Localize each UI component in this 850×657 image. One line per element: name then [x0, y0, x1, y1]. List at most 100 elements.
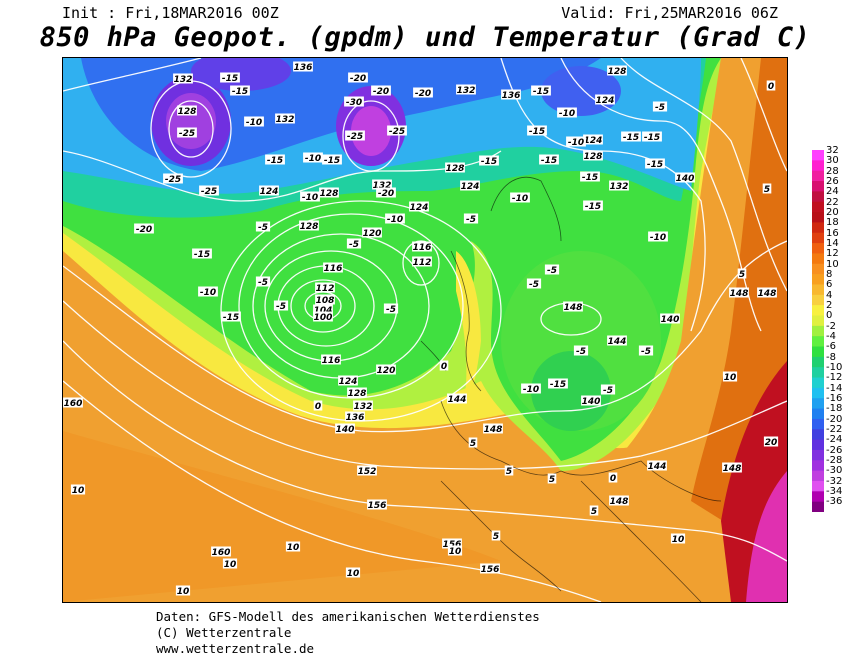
temperature-label: -10: [246, 118, 262, 128]
temperature-label-box: [580, 171, 600, 182]
geopotential-label-box: [315, 282, 335, 293]
geopotential-label: 116: [322, 356, 341, 366]
legend-value: 0: [826, 310, 833, 322]
geopotential-label-box: [299, 220, 319, 231]
temperature-label-box: [255, 276, 271, 287]
temperature-label: -15: [541, 156, 557, 166]
geopotential-label-box: [376, 364, 396, 375]
geopotential-label: 116: [324, 264, 343, 274]
legend-value: -22: [826, 423, 843, 435]
temperature-label: 20: [765, 438, 778, 448]
temperature-label: -20: [415, 89, 431, 99]
legend-value: 10: [826, 258, 839, 270]
geopotential-label-box: [480, 563, 500, 574]
temperature-label: -15: [481, 157, 497, 167]
temperature-label: 5: [470, 439, 476, 449]
temperature-label: 5: [493, 532, 499, 542]
geopotential-label: 104: [314, 306, 333, 316]
geopotential-label: 132: [174, 75, 193, 85]
temperature-label: -10: [559, 109, 575, 119]
legend-labels: 32 30 28 26 24 22 20 18 16 14 12 10 8 6 4 2 0 -2 -4 -6 -8 -10…: [826, 145, 843, 507]
geopotential-label-box: [563, 301, 583, 312]
temperature-label: -5: [386, 305, 396, 315]
temperature-label: 10: [287, 543, 300, 553]
temperature-label-box: [230, 85, 250, 96]
legend-value: -18: [826, 403, 843, 415]
geopotential-label-box: [447, 393, 467, 404]
footer-url[interactable]: www.wetterzentrale.de: [156, 641, 315, 656]
temperature-label: -15: [222, 74, 238, 84]
geopotential-label-box: [460, 180, 480, 191]
geopotential-label-box: [372, 179, 392, 190]
geopotential-label: 128: [608, 67, 627, 77]
geopotential-label: 156: [481, 565, 500, 575]
geopotential-label: 132: [373, 181, 392, 191]
geopotential-label: 132: [354, 402, 373, 412]
temperature-label-box: [544, 264, 560, 275]
temperature-label-box: [463, 213, 479, 224]
geopotential-label: 144: [448, 395, 467, 405]
legend-value: -20: [826, 413, 843, 425]
temperature-label: -25: [165, 175, 181, 185]
legend-color-cell: [812, 150, 824, 161]
temperature-label: 0: [768, 82, 774, 92]
geopotential-label-box: [757, 287, 777, 298]
temperature-label-box: [413, 87, 433, 98]
temperature-label-box: [220, 72, 240, 83]
temperature-label-box: [566, 136, 586, 147]
legend-color-cell: [812, 491, 824, 503]
legend-value: -12: [826, 372, 843, 384]
legend-value: 16: [826, 227, 839, 239]
temperature-label: -15: [529, 127, 545, 137]
temperature-label-box: [439, 360, 449, 371]
geopotential-label-box: [581, 395, 601, 406]
temperature-label-box: [521, 383, 541, 394]
temperature-label: -15: [324, 156, 340, 166]
geopotential-label-box: [275, 113, 295, 124]
temperature-label: -10: [305, 154, 321, 164]
legend-value: 12: [826, 248, 839, 260]
geopotential-label: 140: [676, 174, 695, 184]
legend-value: 20: [826, 206, 839, 218]
legend-color-cell: [812, 274, 824, 285]
temperature-label-box: [573, 345, 589, 356]
legend-color-cell: [812, 325, 824, 337]
legend-color-cell: [812, 263, 824, 275]
temperature-label: -10: [523, 385, 539, 395]
geopotential-label: 112: [316, 284, 335, 294]
geopotential-label-box: [583, 134, 603, 145]
geopotential-label-box: [345, 411, 365, 422]
temperature-label-box: [539, 154, 559, 165]
legend-color-cell: [812, 160, 824, 172]
geopotential-label: 144: [608, 337, 627, 347]
geopotential-label-box: [412, 256, 432, 267]
legend-color-cell: [812, 336, 824, 348]
temperature-label-box: [371, 85, 391, 96]
temperature-label: -15: [533, 87, 549, 97]
temperature-label: -25: [201, 187, 217, 197]
geopotential-label-box: [315, 294, 335, 305]
temperature-label: -15: [585, 202, 601, 212]
temperature-label-box: [547, 473, 557, 484]
geopotential-label: 148: [564, 303, 583, 313]
temperature-label-box: [285, 541, 301, 552]
geopotential-label-box: [259, 185, 279, 196]
geopotential-label: 148: [610, 497, 629, 507]
geopotential-label: 136: [346, 413, 365, 423]
legend-color-cell: [812, 201, 824, 213]
temperature-label: -15: [194, 250, 210, 260]
temperature-label: -5: [349, 240, 359, 250]
temperature-label: -15: [223, 313, 239, 323]
temperature-label: -10: [650, 233, 666, 243]
legend-color-cell: [812, 305, 824, 316]
temperature-label: -5: [258, 223, 268, 233]
legend-value: 22: [826, 196, 839, 208]
legend-color-cell: [812, 284, 824, 296]
geopotential-label-box: [293, 61, 313, 72]
geopotential-label: 128: [584, 152, 603, 162]
geopotential-label-box: [675, 172, 695, 183]
temperature-label: -15: [644, 133, 660, 143]
temperature-label: -10: [512, 194, 528, 204]
geopotential-label-box: [609, 495, 629, 506]
legend-color-cell: [812, 460, 824, 472]
